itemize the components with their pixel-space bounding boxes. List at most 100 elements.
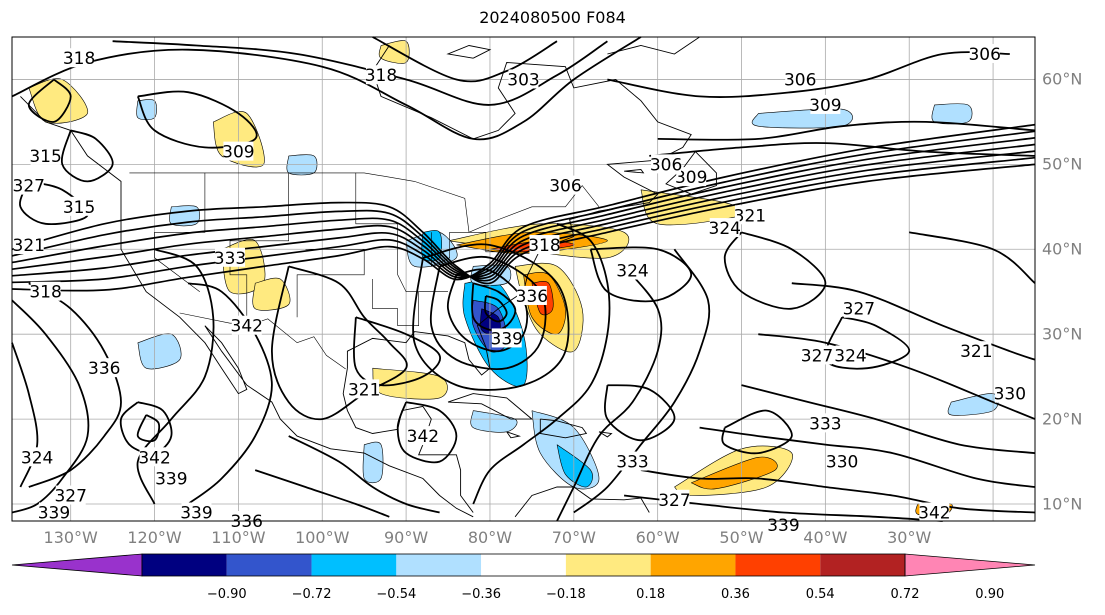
contour-label-text: 306 xyxy=(784,70,816,90)
contour-label-bg xyxy=(223,141,254,161)
coastline xyxy=(342,368,474,513)
contour-label: 342 xyxy=(138,447,171,468)
contour-label-bg xyxy=(919,502,950,522)
contour-label-text: 339 xyxy=(180,504,212,524)
contour-label: 309 xyxy=(809,94,842,116)
contour-label: 315 xyxy=(63,196,95,218)
longitude-label: 130°W xyxy=(43,528,98,547)
colorbar-extend-low xyxy=(11,553,143,577)
colorbar-tick-label: −0.36 xyxy=(461,587,502,602)
contour-label-bg xyxy=(365,65,396,85)
contour-label-text: 327 xyxy=(801,346,833,366)
contour-label: 309 xyxy=(222,141,255,163)
longitude-label: 100°W xyxy=(295,528,350,547)
contour-label-bg xyxy=(64,196,95,216)
contour-label-text: 321 xyxy=(960,342,992,362)
contour-line xyxy=(11,36,642,141)
coastline xyxy=(346,45,692,376)
colorbar xyxy=(11,553,1036,577)
colorbar-tick-label: −0.18 xyxy=(545,587,586,602)
contour-label-text: 327 xyxy=(54,487,86,507)
contour-label: 321 xyxy=(13,235,45,256)
coastline xyxy=(506,431,522,439)
contour-label-bg xyxy=(617,260,648,280)
contour-label: 324 xyxy=(616,260,649,282)
contour-label-bg xyxy=(38,502,69,522)
contour-line xyxy=(657,120,1036,141)
contour-line xyxy=(758,333,1036,420)
contour-line xyxy=(11,137,1036,278)
contour-label-bg xyxy=(617,451,648,471)
contour-label: 339 xyxy=(155,468,188,490)
contour-label-text: 333 xyxy=(616,453,648,473)
contour-label: 342 xyxy=(407,426,439,447)
contour-line xyxy=(19,180,89,225)
contour-label-bg xyxy=(810,94,841,114)
contour-line xyxy=(791,282,1036,361)
contour-line xyxy=(11,150,1036,280)
contour-line xyxy=(270,265,408,421)
contour-label-bg xyxy=(139,447,170,467)
contour-line xyxy=(372,36,558,83)
contour-line xyxy=(556,265,663,522)
contour-label-text: 336 xyxy=(88,359,120,379)
contour-label: 339 xyxy=(38,502,70,524)
contour-label-bg xyxy=(676,167,707,187)
contour-label: 327 xyxy=(658,489,691,511)
contour-line xyxy=(909,231,1036,284)
contour-label-bg xyxy=(181,502,212,522)
contour-line xyxy=(288,435,440,514)
contour-label-bg xyxy=(64,48,95,68)
contour-line xyxy=(699,426,1036,488)
colorbar-tick-label: 0.72 xyxy=(890,587,920,602)
contour-label: 333 xyxy=(616,451,649,473)
contour-label-bg xyxy=(810,413,841,433)
longitude-label: 110°W xyxy=(211,528,266,547)
contour-label: 333 xyxy=(809,413,842,434)
colorbar-tick-label: 0.36 xyxy=(720,587,750,602)
contour-line xyxy=(187,282,273,505)
contour-label-text: 327 xyxy=(13,177,45,197)
contour-label-text: 327 xyxy=(843,300,875,320)
contour-label-bg xyxy=(508,69,539,89)
contour-label: 318 xyxy=(63,48,95,69)
contour-label-bg xyxy=(156,468,187,488)
contour-label-bg xyxy=(785,69,816,89)
colorbar-segment xyxy=(650,554,736,576)
contour-line xyxy=(136,414,161,443)
contour-label: 324 xyxy=(834,345,867,366)
latitude-label: 40°N xyxy=(1042,239,1083,259)
contour-label-text: 321 xyxy=(734,206,766,226)
colorbar-tick-label: 0.90 xyxy=(975,587,1005,602)
contour-label: 306 xyxy=(784,69,816,90)
shaded-region xyxy=(362,441,384,484)
colorbar-extend-high xyxy=(904,553,1036,577)
contour-label-bg xyxy=(734,205,765,225)
contour-label-bg xyxy=(768,515,799,535)
contour-label-text: 336 xyxy=(516,287,548,307)
contour-label-text: 321 xyxy=(348,380,380,400)
contour-label-bg xyxy=(801,345,832,365)
contour-label: 327 xyxy=(54,485,87,507)
contour-label-text: 321 xyxy=(13,236,45,256)
coastline xyxy=(446,45,492,59)
latitude-label: 60°N xyxy=(1042,69,1083,89)
contour-label-bg xyxy=(491,328,522,348)
contour-label: 327 xyxy=(843,298,875,320)
contour-label: 318 xyxy=(528,235,561,256)
contour-line xyxy=(254,469,390,518)
colorbar-segment xyxy=(142,554,227,576)
longitude-label: 70°W xyxy=(551,528,596,547)
contour-label-text: 306 xyxy=(549,177,581,197)
contour-label-text: 309 xyxy=(675,168,707,188)
contour-label-text: 306 xyxy=(650,155,682,175)
contour-label-bg xyxy=(550,175,581,195)
contour-label-bg xyxy=(13,175,44,195)
latitude-label: 20°N xyxy=(1042,409,1083,429)
contour-line xyxy=(573,248,711,514)
contour-line xyxy=(723,231,827,310)
contour-label-text: 303 xyxy=(507,70,539,90)
contour-label-text: 330 xyxy=(826,453,858,473)
contour-label-bg xyxy=(13,235,44,255)
contour-label-bg xyxy=(529,235,560,255)
